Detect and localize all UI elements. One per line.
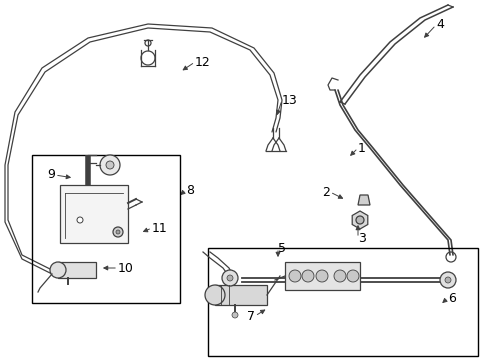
Text: 6: 6 — [447, 292, 455, 305]
Text: 2: 2 — [322, 185, 329, 198]
Circle shape — [226, 275, 232, 281]
Circle shape — [444, 277, 450, 283]
Bar — [58, 262, 96, 278]
Circle shape — [113, 227, 123, 237]
Text: 13: 13 — [282, 94, 297, 107]
Text: 1: 1 — [357, 141, 365, 154]
Circle shape — [288, 270, 301, 282]
Circle shape — [222, 270, 238, 286]
Circle shape — [204, 285, 224, 305]
Circle shape — [333, 270, 346, 282]
Bar — [285, 262, 359, 290]
Text: 3: 3 — [357, 231, 365, 244]
Bar — [60, 185, 128, 243]
Circle shape — [106, 161, 114, 169]
Circle shape — [100, 155, 120, 175]
Circle shape — [315, 270, 327, 282]
Text: 7: 7 — [246, 310, 254, 323]
Circle shape — [116, 230, 120, 234]
Circle shape — [346, 270, 358, 282]
Bar — [207, 248, 477, 356]
Bar — [32, 155, 180, 303]
Circle shape — [355, 216, 363, 224]
Text: 5: 5 — [278, 242, 285, 255]
Circle shape — [77, 217, 83, 223]
Polygon shape — [357, 195, 369, 205]
Circle shape — [231, 312, 238, 318]
Text: 11: 11 — [152, 221, 167, 234]
Text: 4: 4 — [435, 18, 443, 31]
Circle shape — [439, 272, 455, 288]
Text: 9: 9 — [47, 168, 55, 181]
Circle shape — [302, 270, 313, 282]
Circle shape — [50, 262, 66, 278]
Text: 12: 12 — [195, 55, 210, 68]
Bar — [215, 285, 266, 305]
Text: 10: 10 — [118, 261, 134, 274]
Text: 8: 8 — [185, 184, 194, 197]
Polygon shape — [351, 211, 367, 229]
